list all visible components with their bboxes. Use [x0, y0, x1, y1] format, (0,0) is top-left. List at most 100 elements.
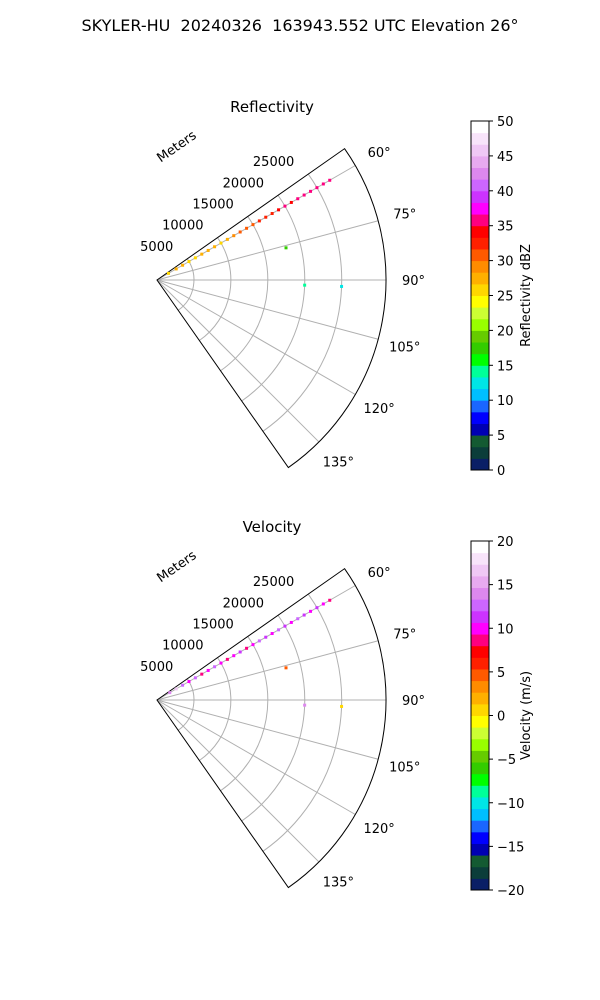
colorbar-swatch	[471, 692, 489, 705]
sector-outline	[156, 147, 387, 469]
colorbar-label: Reflectivity dBZ	[519, 244, 534, 347]
angle-tick-label: 90°	[402, 694, 425, 709]
colorbar-swatch	[471, 645, 489, 658]
data-gate	[225, 237, 229, 241]
data-gate	[283, 624, 287, 628]
colorbar-swatch	[471, 214, 489, 227]
colorbar-swatch	[471, 750, 489, 763]
azimuth-gridline	[156, 640, 379, 701]
data-gate	[257, 639, 261, 643]
data-gate	[187, 260, 191, 264]
data-gate	[277, 628, 281, 632]
colorbar-swatch	[471, 423, 489, 436]
colorbar-tick-label: 5	[497, 429, 505, 444]
colorbar-tick-label: −5	[497, 753, 516, 768]
colorbar-swatch	[471, 202, 489, 215]
colorbar-swatch	[471, 541, 489, 554]
data-gate	[219, 241, 223, 245]
radial-tick-label: 15000	[192, 197, 233, 212]
colorbar-tick-label: 45	[497, 150, 514, 165]
colorbar-tick-label: 40	[497, 185, 514, 200]
colorbar-tick-label: −15	[497, 840, 524, 855]
data-gate	[238, 230, 242, 234]
data-gate	[257, 219, 261, 223]
colorbar-tick-label: 20	[497, 324, 514, 339]
data-gate	[296, 617, 300, 621]
radial-tick-label: 25000	[253, 575, 294, 590]
angle-tick-label: 75°	[393, 208, 416, 223]
colorbar-swatch	[471, 295, 489, 308]
radial-tick-label: 10000	[162, 639, 203, 654]
colorbar-swatch	[471, 179, 489, 192]
colorbar-swatch	[471, 610, 489, 623]
colorbar-label: Velocity (m/s)	[519, 671, 534, 760]
colorbar-swatch	[471, 866, 489, 879]
data-gate	[270, 212, 274, 216]
range-ring	[199, 237, 232, 341]
data-gate	[174, 687, 178, 691]
colorbar-swatch	[471, 587, 489, 600]
colorbar-swatch	[471, 330, 489, 343]
colorbar-swatch	[471, 738, 489, 751]
colorbar-swatch	[471, 411, 489, 424]
colorbar-swatch	[471, 878, 489, 891]
data-gate	[302, 193, 306, 197]
colorbar-swatch	[471, 785, 489, 798]
colorbar-swatch	[471, 773, 489, 786]
colorbar-swatch	[471, 668, 489, 682]
colorbar-swatch	[471, 843, 489, 856]
radial-tick-label: 15000	[192, 617, 233, 632]
colorbar-tick-label: 35	[497, 220, 514, 235]
colorbar-swatch	[471, 435, 489, 448]
data-gate	[289, 620, 293, 624]
angle-tick-label: 90°	[402, 274, 425, 289]
azimuth-gridline	[156, 699, 379, 760]
colorbar-swatch	[471, 622, 489, 635]
data-gate	[225, 657, 229, 661]
data-gate	[174, 267, 178, 271]
range-ring	[220, 636, 269, 792]
range-ring	[199, 657, 232, 761]
range-ring	[241, 614, 306, 822]
colorbar-tick-label: 10	[497, 622, 514, 637]
colorbar-swatch	[471, 458, 489, 471]
colorbar-swatch	[471, 820, 489, 833]
data-gate	[328, 598, 332, 602]
data-gate	[251, 223, 255, 227]
data-gate	[309, 189, 313, 193]
data-gate	[328, 178, 332, 182]
range-ring	[262, 173, 343, 432]
colorbar-tick-label: 20	[497, 535, 514, 550]
data-gate	[245, 646, 249, 650]
data-gate	[264, 635, 268, 639]
data-gate	[181, 263, 185, 267]
colorbar-swatch	[471, 248, 489, 262]
chart-panel-2: Velocity 5000 10000 15000 20000 25000 Meters 60…	[140, 518, 534, 899]
figure-title: SKYLER-HU 20240326 163943.552 UTC Elevat…	[81, 16, 519, 35]
colorbar-tick-label: 0	[497, 464, 505, 479]
data-gate	[315, 186, 319, 190]
colorbar-tick-label: 15	[497, 579, 514, 594]
colorbar-swatch	[471, 796, 489, 810]
colorbar-swatch	[471, 342, 489, 355]
radial-tick-label: 10000	[162, 219, 203, 234]
range-ring	[220, 216, 269, 372]
data-gate	[251, 643, 255, 647]
data-gate	[219, 661, 223, 665]
colorbar-swatch	[471, 446, 489, 459]
data-gate	[213, 665, 217, 669]
data-gate	[315, 606, 319, 610]
angle-tick-label: 120°	[363, 402, 394, 417]
data-gate	[245, 226, 249, 230]
colorbar-tick-label: −20	[497, 884, 524, 899]
colorbar-tick-label: 0	[497, 710, 505, 725]
radial-axis-label: Meters	[154, 548, 199, 586]
angle-tick-label: 75°	[393, 628, 416, 643]
data-gate	[284, 246, 288, 250]
data-gate	[340, 284, 344, 288]
data-gate	[193, 676, 197, 680]
colorbar-swatch	[471, 365, 489, 378]
data-gate	[238, 650, 242, 654]
panel-title: Velocity	[243, 518, 302, 536]
colorbar-swatch	[471, 318, 489, 331]
